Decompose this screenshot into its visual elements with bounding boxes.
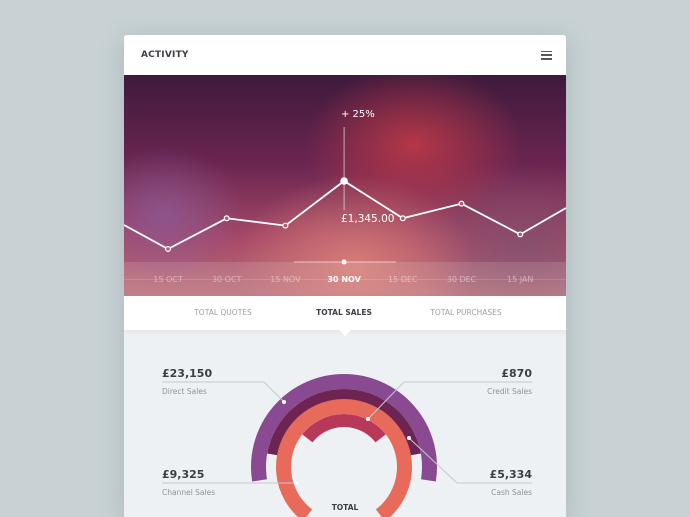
direct-sales-value: £23,150 (162, 367, 213, 380)
direct-sales-leader-dot (282, 400, 286, 404)
data-point-15-dec[interactable] (399, 215, 406, 222)
data-point-30-oct[interactable] (223, 215, 230, 222)
date-30-nov[interactable]: 30 NOV (327, 275, 361, 284)
direct-sales-leader (162, 381, 285, 403)
tabs: TOTAL QUOTES TOTAL SALES TOTAL PURCHASES (124, 296, 566, 330)
data-point-15-oct[interactable] (164, 246, 171, 253)
cash-sales-leader-dot (407, 436, 411, 440)
cash-sales-value: £5,334 (489, 468, 532, 481)
credit-sales-leader-dot (366, 417, 370, 421)
hamburger-menu-icon[interactable] (541, 50, 552, 60)
direct-sales-label: Direct Sales (162, 387, 207, 396)
activity-line-chart: + 25% £1,345.00 15 OCT 30 OCT 15 NOV 30 NOV… (124, 75, 566, 296)
sales-breakdown-chart (162, 374, 532, 517)
header: ACTIVITY (124, 35, 566, 75)
date-15-jan[interactable]: 15 JAN (506, 275, 534, 284)
date-30-oct[interactable]: 30 OCT (211, 275, 242, 284)
channel-sales-value: £9,325 (162, 468, 205, 481)
date-15-oct[interactable]: 15 OCT (153, 275, 183, 284)
line-chart-svg (124, 127, 566, 265)
channel-sales-label: Channel Sales (162, 488, 216, 497)
date-15-nov[interactable]: 15 NOV (270, 275, 301, 284)
total-label: TOTAL (331, 503, 359, 512)
activity-card: ACTIVITY + 25% £1,345.00 15 OCT 30 OCT 15 … (124, 35, 566, 517)
channel-sales-arc[interactable] (276, 399, 412, 517)
data-point-15-nov[interactable] (282, 222, 289, 229)
channel-sales-leader-dot (294, 481, 298, 485)
scrubber-handle[interactable] (341, 259, 347, 265)
date-axis-line (124, 279, 566, 280)
credit-sales-value: £870 (501, 367, 532, 380)
credit-sales-leader (367, 381, 532, 420)
data-point-15-jan[interactable] (517, 231, 524, 238)
tab-total-purchases[interactable]: TOTAL PURCHASES (430, 308, 502, 317)
highlighted-value: £1,345.00 (341, 213, 395, 225)
page-title: ACTIVITY (141, 50, 189, 60)
cash-sales-arc[interactable] (267, 389, 421, 457)
credit-sales-arc[interactable] (302, 414, 386, 443)
credit-sales-label: Credit Sales (487, 387, 532, 396)
data-point-30-nov[interactable] (340, 177, 348, 185)
change-percent: + 25% (341, 109, 375, 120)
date-scrubber[interactable]: 15 OCT 30 OCT 15 NOV 30 NOV 15 DEC 30 DEC 15 J… (124, 262, 566, 296)
tab-total-sales[interactable]: TOTAL SALES (316, 308, 372, 317)
cash-sales-leader (408, 437, 532, 484)
tab-total-quotes[interactable]: TOTAL QUOTES (194, 308, 252, 317)
date-15-dec[interactable]: 15 DEC (388, 275, 418, 284)
direct-sales-arc[interactable] (251, 374, 437, 482)
data-point-30-dec[interactable] (458, 200, 465, 207)
cash-sales-label: Cash Sales (491, 488, 532, 497)
active-tab-pointer (339, 330, 351, 336)
date-30-dec[interactable]: 30 DEC (446, 275, 477, 284)
